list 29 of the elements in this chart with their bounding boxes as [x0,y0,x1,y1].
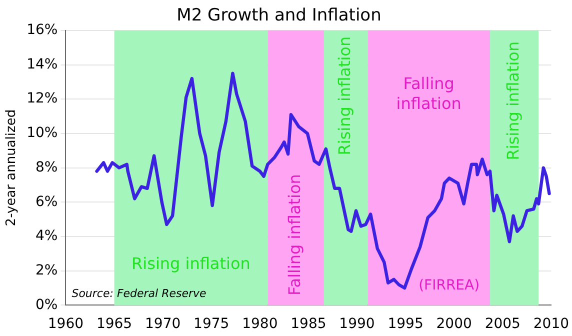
x-tick-label: 1985 [290,316,326,332]
y-tick-label: 4% [36,228,58,244]
x-tick-label: 1965 [96,316,132,332]
x-tick-label: 1990 [339,316,375,332]
y-tick-label: 2% [36,262,58,278]
x-tick-label: 1995 [388,316,424,332]
annotation: (FIRREA) [418,278,480,294]
band-label: Falling inflation [284,174,304,296]
x-tick-label: 2005 [484,316,520,332]
y-tick-label: 16% [26,22,58,38]
band-label: Rising inflation [132,254,250,273]
x-tick-label: 1975 [194,316,230,332]
y-tick-label: 0% [36,296,58,313]
y-tick-label: 6% [36,194,58,210]
y-axis-title: 2-year annualized [4,109,20,226]
chart-title: M2 Growth and Inflation [176,6,382,26]
x-tick-label: 2000 [436,316,472,332]
y-tick-label: 12% [26,90,58,107]
band-label: Falling inflation [396,74,462,113]
x-tick-label: 1980 [242,316,278,332]
y-tick-label: 14% [26,56,58,72]
x-tick-label: 2010 [533,316,570,332]
y-tick-label: 8% [36,159,58,176]
x-tick-label: 1960 [48,316,84,332]
band-label: Rising inflation [503,41,522,160]
y-tick-label: 10% [26,125,58,142]
annotation: Source: Federal Reserve [72,287,207,300]
x-tick-label: 1970 [144,316,181,332]
band-label: Rising inflation [334,36,354,156]
